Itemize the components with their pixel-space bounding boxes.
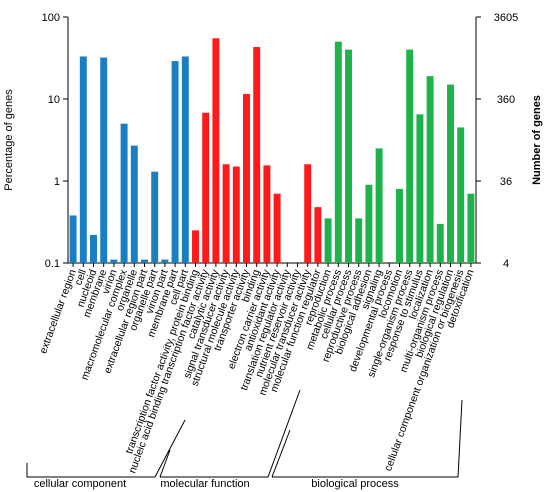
y-tick-label: 1 (54, 176, 60, 188)
y2-tick-label: 4 (503, 258, 509, 270)
bar (304, 164, 312, 263)
group-bracket (272, 399, 463, 478)
bar (130, 145, 138, 263)
y-axis-label: Percentage of genes (3, 89, 15, 191)
bar (181, 56, 189, 263)
group-bracket (159, 449, 171, 478)
bar (222, 164, 230, 263)
bar (426, 76, 434, 263)
bar (151, 171, 159, 263)
bar (90, 234, 97, 263)
y-tick-label: 0.1 (45, 258, 60, 270)
y-tick-label: 10 (48, 94, 60, 106)
bar (375, 148, 383, 263)
bar (120, 123, 128, 264)
bar (253, 47, 261, 263)
bar (202, 112, 210, 263)
x-tick-label: cell (72, 268, 89, 287)
group-label: cellular component (34, 478, 126, 490)
bar (232, 166, 240, 263)
bar (273, 193, 281, 263)
bar (365, 184, 373, 263)
bar (334, 41, 342, 263)
group-label: biological process (311, 478, 399, 490)
bar (212, 38, 220, 264)
bar (447, 84, 454, 263)
bar (161, 259, 169, 263)
y2-tick-label: 36 (500, 176, 512, 188)
bar (69, 215, 77, 263)
bar (192, 230, 199, 263)
bar (355, 218, 363, 263)
y-tick-label: 100 (42, 12, 60, 24)
bar (243, 94, 250, 264)
bar (171, 61, 179, 264)
bar (324, 218, 332, 263)
y2-tick-label: 3605 (494, 12, 518, 24)
bar (314, 207, 322, 263)
bar (100, 57, 108, 264)
bar (416, 114, 424, 264)
group-bracket (271, 429, 291, 478)
bar (467, 193, 475, 263)
bar (406, 49, 414, 264)
y2-tick-label: 360 (497, 94, 515, 106)
y2-axis-label: Number of genes (531, 95, 543, 185)
bar (436, 223, 444, 263)
bar (345, 49, 352, 264)
group-bracket (160, 389, 301, 478)
bar (396, 188, 403, 263)
group-bracket (26, 419, 186, 478)
group-label: molecular function (160, 478, 249, 490)
bar (79, 56, 87, 263)
bar (110, 259, 118, 263)
bar (457, 127, 465, 263)
bar (263, 165, 271, 263)
bar (141, 259, 148, 263)
